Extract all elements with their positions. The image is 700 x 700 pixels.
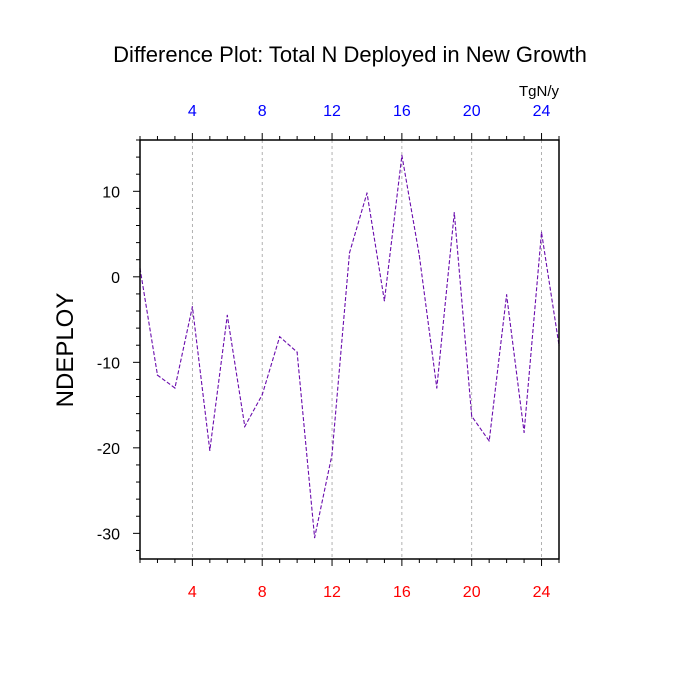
data-point xyxy=(331,454,333,456)
data-point xyxy=(418,254,420,257)
data-point xyxy=(523,431,525,434)
x-tick-label-top: 12 xyxy=(323,103,341,120)
x-tick-label-bottom: 8 xyxy=(258,584,267,601)
data-point xyxy=(383,300,386,302)
x-tick-label-top: 24 xyxy=(533,103,551,120)
x-tick-label-top: 20 xyxy=(463,103,481,120)
y-tick-label: -30 xyxy=(97,526,120,543)
data-point xyxy=(174,387,176,389)
data-point xyxy=(209,449,211,452)
data-point xyxy=(348,252,351,254)
data-point xyxy=(366,192,368,194)
y-tick-label: 10 xyxy=(102,184,120,201)
data-point xyxy=(540,231,543,233)
chart-title: Difference Plot: Total N Deployed in New… xyxy=(113,42,587,67)
series-line xyxy=(139,155,560,538)
x-tick-label-top: 16 xyxy=(393,103,411,120)
x-tick-label-bottom: 24 xyxy=(533,584,551,601)
x-tick-label-bottom: 12 xyxy=(323,584,341,601)
data-point xyxy=(279,336,281,338)
y-axis-label: NDEPLOY xyxy=(52,293,79,408)
data-point xyxy=(226,314,228,316)
x-tick-label-bottom: 4 xyxy=(188,584,197,601)
data-point xyxy=(244,425,246,428)
y-tick-label: 0 xyxy=(111,270,120,287)
data-point xyxy=(191,306,193,308)
data-point xyxy=(453,212,455,214)
data-point xyxy=(156,374,159,376)
data-point xyxy=(261,394,263,396)
x-tick-label-bottom: 20 xyxy=(463,584,481,601)
data-point xyxy=(488,440,490,442)
x-tick-label-top: 4 xyxy=(188,103,197,120)
data-point xyxy=(471,415,473,417)
plot-frame xyxy=(139,139,560,560)
data-point xyxy=(436,387,438,389)
data-point xyxy=(296,351,298,353)
x-tick-label-bottom: 16 xyxy=(393,584,411,601)
data-point xyxy=(506,294,508,296)
data-point xyxy=(313,537,316,539)
y-tick-label: -10 xyxy=(97,355,120,372)
top-axis-units: TgN/y xyxy=(519,83,560,100)
data-point xyxy=(401,154,403,156)
x-tick-label-top: 8 xyxy=(258,103,267,120)
y-tick-label: -20 xyxy=(97,441,120,458)
